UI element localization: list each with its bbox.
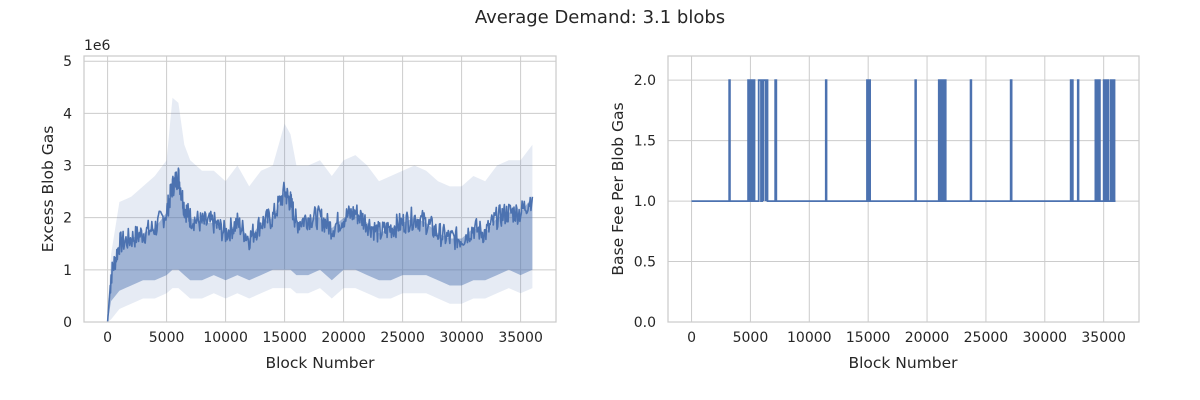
- x-axis-label: Block Number: [265, 354, 375, 372]
- y-tick-label: 0: [63, 315, 72, 331]
- excess-blob-gas-chart: 0 5000 10000 15000 20000 25000 30000 35000 0 1 2 3 4…: [39, 38, 557, 372]
- tick-labels: 0 5000 10000 15000 20000 25000 30000 35000 0.0 0.…: [634, 73, 1126, 346]
- base-fee-series-line: [691, 79, 1116, 202]
- y-tick-label: 3: [63, 159, 72, 175]
- excess-blob-gas-series-line: [106, 167, 534, 323]
- x-tick-label: 5000: [149, 330, 185, 346]
- x-tick-label: 30000: [439, 330, 484, 346]
- y-axis-label: Base Fee Per Blob Gas: [609, 102, 627, 275]
- y-tick-label: 4: [63, 106, 72, 122]
- y-tick-label: 1.5: [634, 134, 656, 150]
- x-tick-label: 25000: [964, 330, 1009, 346]
- base-fee-chart: 0 5000 10000 15000 20000 25000 30000 35000 0.0 0.…: [609, 55, 1140, 372]
- x-axis-label: Block Number: [848, 354, 958, 372]
- x-tick-label: 30000: [1023, 330, 1068, 346]
- plot-frame: [83, 55, 557, 323]
- y-tick-label: 2.0: [634, 73, 656, 89]
- x-tick-label: 15000: [846, 330, 891, 346]
- y-tick-label: 0.5: [634, 255, 656, 271]
- tick-labels: 0 5000 10000 15000 20000 25000 30000 35000 0 1 2 3 4…: [63, 54, 543, 346]
- line-layer: [106, 167, 534, 323]
- x-tick-label: 0: [687, 330, 696, 346]
- figure-title: Average Demand: 3.1 blobs: [475, 7, 725, 28]
- grid: [668, 56, 1139, 323]
- y-axis-label: Excess Blob Gas: [39, 126, 57, 253]
- x-tick-label: 35000: [498, 330, 543, 346]
- y-offset-label: 1e6: [84, 38, 111, 54]
- x-tick-label: 25000: [380, 330, 425, 346]
- x-tick-label: 0: [103, 330, 112, 346]
- y-tick-label: 1: [63, 263, 72, 279]
- y-tick-label: 5: [63, 54, 72, 70]
- y-tick-label: 1.0: [634, 194, 656, 210]
- x-tick-label: 10000: [203, 330, 248, 346]
- plot-frame: [667, 55, 1140, 323]
- line-layer: [691, 79, 1116, 202]
- x-tick-label: 5000: [733, 330, 769, 346]
- x-tick-label: 35000: [1081, 330, 1126, 346]
- x-tick-label: 10000: [787, 330, 832, 346]
- y-tick-label: 0.0: [634, 315, 656, 331]
- x-tick-label: 20000: [321, 330, 366, 346]
- inner-band: [107, 176, 533, 322]
- y-tick-label: 2: [63, 211, 72, 227]
- x-tick-label: 15000: [262, 330, 307, 346]
- x-tick-label: 20000: [905, 330, 950, 346]
